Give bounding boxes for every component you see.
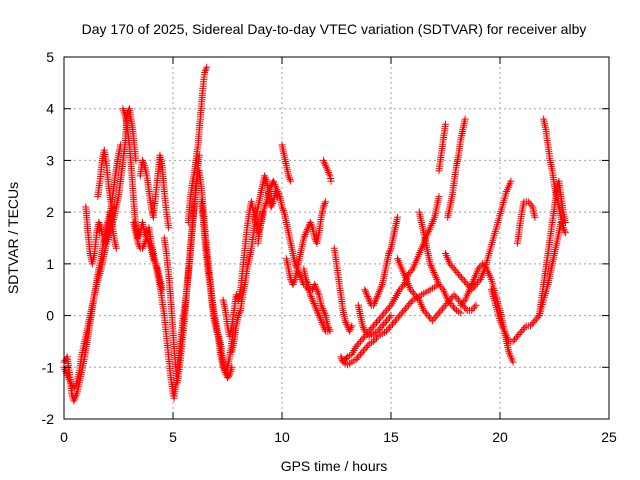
y-tick-label: -2 [42,411,55,427]
data-points [60,63,569,405]
x-tick-label: 15 [383,429,399,445]
series-t10 [197,198,236,382]
series-t18 [330,244,356,335]
plot-frame [63,56,610,420]
series-t17 [319,156,335,185]
plus-markers [184,63,211,226]
plus-markers [415,208,443,288]
series-t21 [354,301,395,340]
series-t32 [535,177,569,320]
series-t30 [513,198,539,247]
y-tick-label: 4 [46,101,54,117]
plus-markers [136,151,173,232]
series-t15 [282,198,330,288]
y-tick-label: 0 [46,308,54,324]
series-t4 [94,146,117,216]
plus-markers [535,177,569,320]
plus-markers [435,120,449,175]
series-t22 [361,213,401,309]
y-tick-label: -1 [42,359,55,375]
series-t25 [435,120,449,175]
plus-markers [394,255,480,325]
plus-markers [254,177,334,335]
plus-markers [282,198,330,288]
plus-markers [82,203,120,268]
x-axis-label: GPS time / hours [281,458,388,474]
plus-markers [300,265,332,335]
series-t9 [184,63,211,226]
axis-ticks: -2 -1 0 1 2 3 4 5 0 5 10 15 20 25 [42,49,617,445]
x-tick-label: 5 [169,429,177,445]
series-t26 [444,115,469,221]
y-tick-label: 2 [46,204,54,220]
y-axis-label: SDTVAR / TECUs [5,182,21,294]
plus-markers [94,146,117,216]
y-tick-label: 5 [46,49,54,65]
y-tick-label: 3 [46,152,54,168]
plus-markers [513,198,539,247]
series-t13 [254,177,334,335]
series-t24 [415,208,443,288]
y-tick-label: 1 [46,256,54,272]
series-t16 [300,265,332,335]
plus-markers [278,141,295,185]
x-tick-label: 20 [492,429,508,445]
plus-markers [444,115,469,221]
plus-markers [361,213,401,309]
series-t3 [82,203,120,268]
x-tick-label: 10 [274,429,290,445]
chart-title: Day 170 of 2025, Sidereal Day-to-day VTE… [82,21,587,37]
series-t23 [394,255,480,325]
plus-markers [319,156,335,185]
series-t14 [278,141,295,185]
plus-markers [354,301,395,340]
series-t6 [136,151,173,232]
plus-markers [330,244,356,335]
plus-markers [228,172,282,356]
series-t12 [228,172,282,356]
x-tick-label: 0 [60,429,68,445]
plus-markers [197,198,236,382]
x-tick-label: 25 [601,429,617,445]
